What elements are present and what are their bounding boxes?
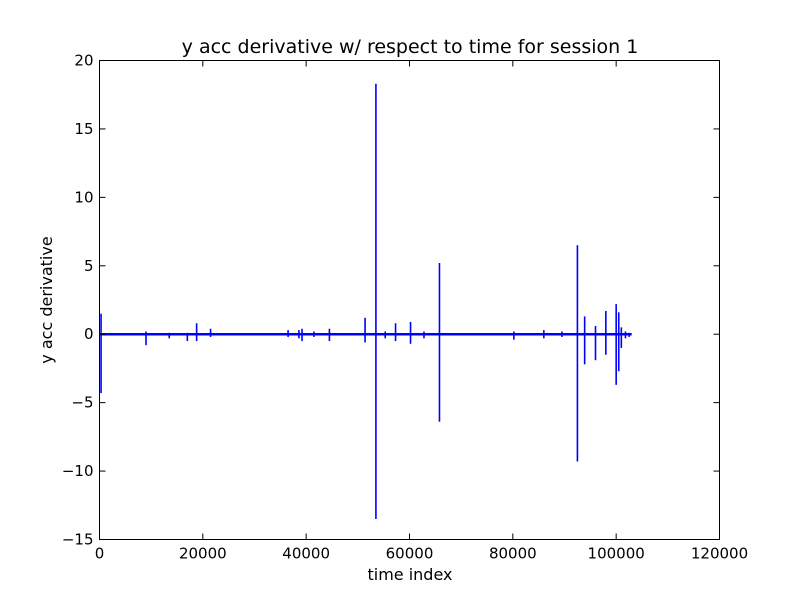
- series-line: [99, 83, 632, 519]
- chart-title: y acc derivative w/ respect to time for …: [182, 36, 639, 58]
- plot-frame: [99, 60, 720, 540]
- x-axis-ticks: 0 20000 40000 60000 80000 100000 120000: [95, 60, 748, 563]
- series-layer: [99, 83, 632, 519]
- x-tick-label: 120000: [691, 545, 748, 563]
- y-axis-label: y acc derivative: [37, 236, 56, 363]
- y-tick-label: −10: [62, 462, 94, 480]
- x-tick-label: 60000: [386, 545, 434, 563]
- y-tick-label: −5: [71, 394, 93, 412]
- x-tick-label: 40000: [282, 545, 330, 563]
- x-tick-label: 0: [95, 545, 105, 563]
- x-axis-label: time index: [367, 565, 452, 584]
- y-tick-label: 10: [74, 188, 93, 206]
- y-axis-ticks: −15 −10 −5 0 5 10 15 20: [62, 52, 720, 549]
- y-tick-label: 0: [84, 325, 94, 343]
- x-tick-label: 20000: [179, 545, 227, 563]
- y-tick-label: 5: [84, 257, 94, 275]
- x-tick-label: 80000: [489, 545, 537, 563]
- y-tick-label: −15: [62, 531, 94, 549]
- y-tick-label: 20: [74, 52, 93, 70]
- x-tick-label: 100000: [588, 545, 645, 563]
- y-tick-label: 15: [74, 120, 93, 138]
